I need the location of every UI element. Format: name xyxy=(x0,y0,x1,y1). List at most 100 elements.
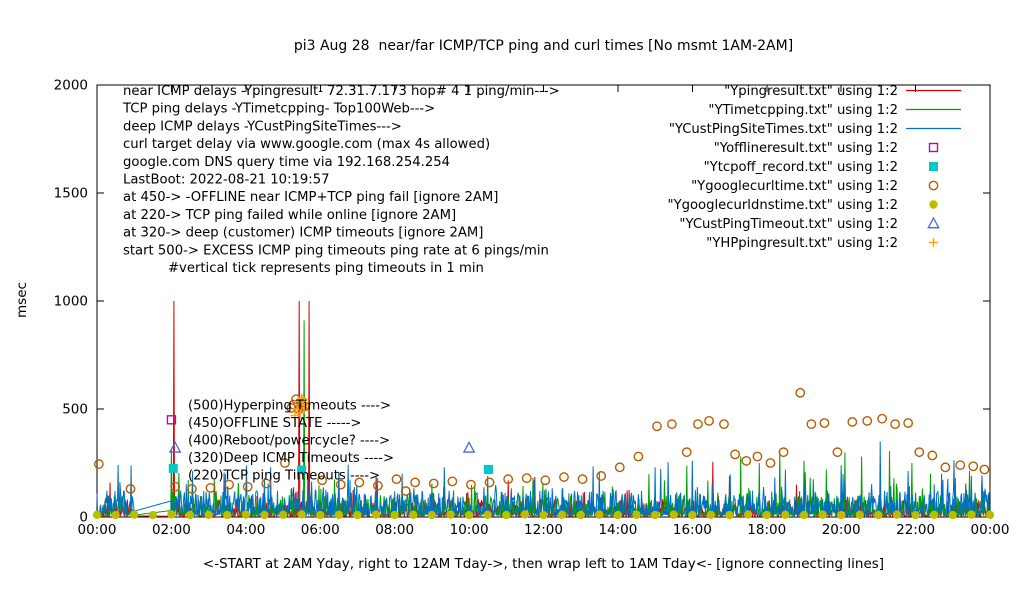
marker-circle-filled-ygooglecurldnstime xyxy=(297,510,306,519)
x-tick-label: 04:00 xyxy=(226,522,265,538)
marker-circle-filled-ygooglecurldnstime xyxy=(483,510,492,520)
level-label: (500)Hyperping Timeouts ----> xyxy=(188,399,391,414)
marker-circle-filled-ygooglecurldnstime xyxy=(557,510,567,520)
marker-circle-open-ygooglecurltime xyxy=(186,484,197,494)
marker-circle-filled-ygooglecurldnstime xyxy=(818,510,827,519)
marker-square-filled-ytcpoff_record xyxy=(168,463,178,473)
marker-circle-open-ygooglecurltime xyxy=(93,459,104,469)
level-label: (220)TCP ping Timeouts ----> xyxy=(188,469,380,484)
info-line: at 220-> TCP ping failed while online [i… xyxy=(123,208,456,223)
marker-circle-filled-ygooglecurldnstime xyxy=(427,510,437,520)
marker-circle-open-ygooglecurltime xyxy=(428,478,439,489)
marker-circle-filled-ygooglecurldnstime xyxy=(874,510,883,520)
marker-circle-open-ygooglecurltime xyxy=(927,450,938,461)
marker-circle-filled-ygooglecurldnstime xyxy=(669,510,678,519)
legend-label-ycustpingsitetimes: "YCustPingSiteTimes.txt" using 1:2 xyxy=(669,122,898,137)
marker-circle-filled-ygooglecurldnstime xyxy=(632,510,641,520)
marker-circle-filled-ygooglecurldnstime xyxy=(743,510,753,519)
marker-circle-filled-ygooglecurldnstime xyxy=(316,510,325,520)
marker-square-filled-ytcpoff_record xyxy=(483,464,493,474)
marker-triangle-open-ycustpingtimeout xyxy=(168,441,182,453)
marker-circle-open-ygooglecurltime xyxy=(903,418,914,428)
marker-circle-open-ygooglecurltime xyxy=(752,451,763,462)
marker-circle-filled-ygooglecurldnstime xyxy=(464,510,474,520)
marker-circle-filled-ygooglecurldnstime xyxy=(167,510,176,519)
level-label: (320)Deep ICMP Timeouts ----> xyxy=(188,451,394,466)
x-tick-label: 10:00 xyxy=(450,522,489,538)
marker-circle-filled-ygooglecurldnstime xyxy=(92,510,102,520)
marker-circle-filled-ygooglecurldnstime xyxy=(223,510,232,520)
marker-circle-open-ygooglecurltime xyxy=(968,461,979,472)
marker-square-open-yofflineresult xyxy=(166,415,177,425)
marker-circle-open-ygooglecurltime xyxy=(317,475,328,486)
legend-label-ytcpoff_record: "Ytcpoff_record.txt" using 1:2 xyxy=(704,160,898,175)
x-axis-label: <-START at 2AM Yday, right to 12AM Tday-… xyxy=(202,556,885,572)
info-line: TCP ping delays -YTimetcpping- Top100Web… xyxy=(122,102,435,117)
marker-circle-open-ygooglecurltime xyxy=(400,486,411,496)
marker-circle-filled-ygooglecurldnstime xyxy=(520,510,530,519)
x-tick-label: 00:00 xyxy=(78,522,117,538)
marker-circle-filled-ygooglecurldnstime xyxy=(967,510,976,519)
info-line: #vertical tick represents ping timeouts … xyxy=(168,261,484,276)
marker-circle-filled-ygooglecurldnstime xyxy=(111,510,120,520)
marker-plus-yhppingresult xyxy=(297,393,307,403)
y-tick-label: 2000 xyxy=(54,78,88,94)
marker-square-filled-ytcpoff_record-legend xyxy=(929,162,938,171)
info-line: at 450-> -OFFLINE near ICMP+TCP ping fai… xyxy=(123,190,498,205)
info-line: at 320-> deep (customer) ICMP timeouts [… xyxy=(123,226,483,241)
x-tick-label: 14:00 xyxy=(598,522,637,538)
marker-circle-open-ygooglecurltime xyxy=(877,413,887,424)
legend-label-yofflineresult: "Yofflineresult.txt" using 1:2 xyxy=(714,141,898,156)
marker-circle-open-ygooglecurltime xyxy=(170,481,181,492)
marker-triangle-open-ycustpingtimeout-legend xyxy=(927,216,940,229)
legend-label-ycustpingtimeout: "YCustPingTimeout.txt" using 1:2 xyxy=(679,217,898,232)
marker-circle-open-ygooglecurltime xyxy=(832,447,843,458)
marker-circle-filled-ygooglecurldnstime xyxy=(650,510,660,520)
x-tick-label: 18:00 xyxy=(747,522,786,538)
marker-circle-filled-ygooglecurldnstime xyxy=(353,510,362,520)
marker-circle-open-ygooglecurltime xyxy=(559,472,569,482)
marker-circle-filled-ygooglecurldnstime xyxy=(855,510,864,520)
y-tick-label: 1000 xyxy=(54,294,88,310)
marker-plus-yhppingresult xyxy=(298,394,308,404)
marker-circle-filled-ygooglecurldnstime xyxy=(502,510,511,520)
marker-circle-filled-ygooglecurldnstime xyxy=(204,510,213,520)
marker-circle-open-ygooglecurltime xyxy=(704,415,714,426)
marker-circle-open-ygooglecurltime xyxy=(633,451,644,462)
marker-circle-filled-ygooglecurldnstime xyxy=(725,510,734,520)
legend-label-yhppingresult: "YHPpingresult.txt" using 1:2 xyxy=(706,236,898,251)
y-tick-label: 0 xyxy=(79,510,88,526)
marker-circle-filled-ygooglecurldnstime xyxy=(836,510,846,520)
marker-triangle-open-ycustpingtimeout xyxy=(462,441,476,453)
marker-circle-open-ygooglecurltime xyxy=(890,419,901,430)
marker-circle-filled-ygooglecurldnstime xyxy=(278,510,288,520)
marker-circle-open-ygooglecurltime xyxy=(299,401,310,412)
marker-circle-open-ygooglecurltime xyxy=(373,480,383,491)
x-tick-label: 00:00 xyxy=(971,522,1010,538)
marker-circle-filled-ygooglecurldnstime xyxy=(762,510,771,520)
marker-circle-filled-ygooglecurldnstime xyxy=(985,510,995,520)
marker-circle-open-ygooglecurltime xyxy=(335,479,346,490)
marker-circle-open-ygooglecurltime xyxy=(354,477,365,488)
marker-circle-filled-ygooglecurldnstime xyxy=(948,510,957,520)
info-line: google.com DNS query time via 192.168.25… xyxy=(123,155,450,170)
marker-circle-open-ygooglecurltime xyxy=(205,482,216,493)
marker-circle-open-ygooglecurltime xyxy=(447,476,458,487)
marker-circle-filled-ygooglecurldnstime xyxy=(595,510,604,519)
marker-circle-filled-ygooglecurldnstime xyxy=(371,510,381,519)
y-tick-label: 500 xyxy=(62,402,88,418)
marker-circle-open-ygooglecurltime-legend xyxy=(928,180,939,191)
x-tick-label: 08:00 xyxy=(375,522,414,538)
marker-circle-filled-ygooglecurldnstime xyxy=(929,510,939,520)
marker-circle-open-ygooglecurltime xyxy=(847,417,858,427)
marker-circle-open-ygooglecurltime xyxy=(280,458,290,468)
marker-circle-open-ygooglecurltime xyxy=(261,478,272,489)
marker-circle-open-ygooglecurltime xyxy=(719,419,729,430)
marker-circle-filled-ygooglecurldnstime xyxy=(781,510,790,520)
marker-circle-open-ygooglecurltime xyxy=(614,462,625,473)
marker-circle-filled-ygooglecurldnstime xyxy=(148,510,158,520)
x-tick-label: 02:00 xyxy=(152,522,191,538)
marker-circle-open-ygooglecurltime xyxy=(242,481,253,492)
info-line: near ICMP delays -Ypingresult- 72.31.7.1… xyxy=(123,84,560,99)
